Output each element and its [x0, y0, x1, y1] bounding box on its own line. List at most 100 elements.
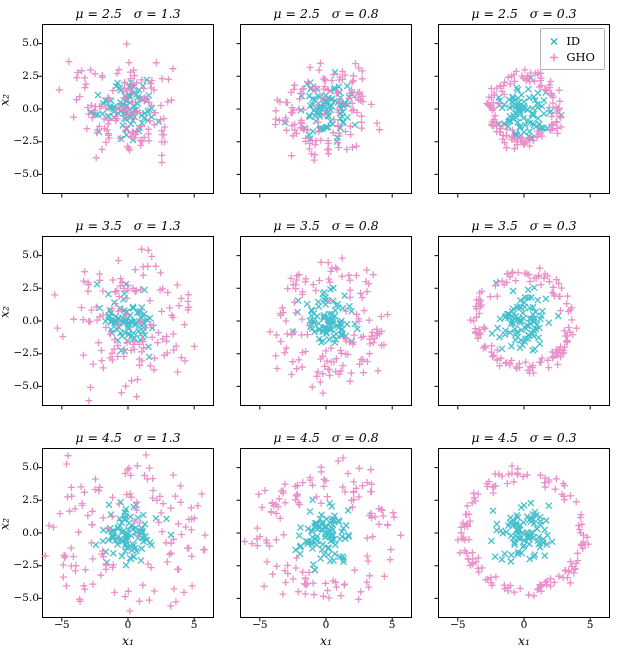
scatter-plot [434, 24, 610, 198]
gho-points [41, 451, 209, 615]
gho-points [483, 66, 565, 153]
subplot-title: μ = 3.5 σ = 1.3 [75, 218, 181, 233]
subplot-r2c2: μ = 3.5 σ = 0.8 [236, 218, 412, 410]
x-tick-labels: −5 0 5 [240, 618, 412, 632]
legend-label-gho: GHO [566, 50, 595, 64]
gho-plus-marker-icon [550, 53, 559, 61]
y-axis-area: x₂ 5.0 2.5 0.0 −2.5 −5.0 [0, 6, 42, 194]
legend-item-id: ID [548, 33, 595, 49]
gho-points [266, 254, 392, 397]
axes-frame [42, 24, 214, 194]
tick-marks [236, 255, 393, 410]
y-tick-label: 5.0 [22, 461, 39, 474]
scatter-plot [38, 24, 214, 198]
tick-marks [38, 255, 195, 410]
y-tick-label: −2.5 [13, 135, 40, 148]
x-axis-label: x₁ [319, 633, 333, 648]
scatter-plot [38, 236, 214, 410]
tick-marks [434, 43, 591, 198]
y-tick-label: 2.5 [22, 69, 39, 82]
scatter-plot [236, 24, 412, 198]
gho-points [271, 59, 383, 164]
x-tick-label: 5 [388, 619, 396, 631]
x-axis-label: x₁ [517, 633, 531, 648]
y-axis-area: x₂ 5.0 2.5 0.0 −2.5 −5.0 [0, 218, 42, 406]
scatter-plot [38, 448, 214, 622]
y-tick-label: −5.0 [13, 591, 40, 604]
subplot-r1c2: μ = 2.5 σ = 0.8 [236, 6, 412, 198]
gho-points [454, 462, 592, 600]
x-tick-label: 5 [586, 619, 594, 631]
gho-points [467, 264, 580, 377]
subplot-title: μ = 4.5 σ = 0.8 [273, 430, 379, 445]
axes-frame [438, 24, 610, 194]
subplot-r3c3: μ = 4.5 σ = 0.3 −5 0 5 x₁ [434, 430, 610, 649]
scatter-plot [434, 448, 610, 622]
gho-points [55, 40, 177, 166]
x-axis-label: x₁ [121, 633, 135, 648]
subplot-title: μ = 2.5 σ = 0.3 [471, 6, 577, 21]
x-tick-label: −5 [450, 619, 466, 631]
y-tick-label: 2.5 [22, 493, 39, 506]
y-tick-label: 2.5 [22, 281, 39, 294]
axes-frame [240, 24, 412, 194]
tick-marks [434, 255, 591, 410]
y-tick-label: −5.0 [13, 167, 40, 180]
tick-marks [38, 467, 195, 622]
x-tick-labels: −5 0 5 [42, 618, 214, 632]
subplot-r3c2: μ = 4.5 σ = 0.8 −5 0 5 x₁ [236, 430, 412, 649]
tick-marks [434, 467, 591, 622]
axes-frame [438, 448, 610, 618]
id-points [289, 284, 361, 347]
id-points [488, 279, 562, 354]
id-points [92, 498, 175, 569]
axes-frame [240, 448, 412, 618]
subplot-title: μ = 3.5 σ = 0.8 [273, 218, 379, 233]
figure-row-2: x₂ 5.0 2.5 0.0 −2.5 −5.0 μ = 3.5 σ = 1.3 μ =… [0, 218, 624, 410]
id-points [495, 74, 565, 142]
x-tick-label: 5 [190, 619, 198, 631]
y-tick-label: −5.0 [13, 379, 40, 392]
id-x-marker-icon [550, 37, 558, 45]
subplot-title: μ = 4.5 σ = 0.3 [471, 430, 577, 445]
axes-frame [240, 236, 412, 406]
scatter-plot [434, 236, 610, 410]
legend: ID GHO [540, 28, 605, 70]
subplot-title: μ = 2.5 σ = 1.3 [75, 6, 181, 21]
legend-item-gho: GHO [548, 49, 595, 65]
figure-row-3: x₂ 5.0 2.5 0.0 −2.5 −5.0 μ = 4.5 σ = 1.3 −5 0… [0, 430, 624, 649]
x-tick-label: 0 [124, 619, 132, 631]
subplot-r3c1: μ = 4.5 σ = 1.3 −5 0 5 x₁ [38, 430, 214, 649]
scatter-plot [236, 236, 412, 410]
axes-frame [42, 448, 214, 618]
id-points [292, 496, 353, 574]
axes-frame [438, 236, 610, 406]
y-tick-label: 0.0 [22, 102, 39, 115]
x-tick-label: 0 [322, 619, 330, 631]
gho-points [241, 454, 405, 603]
subplot-title: μ = 3.5 σ = 0.3 [471, 218, 577, 233]
scatter-plot [236, 448, 412, 622]
x-tick-labels: −5 0 5 [438, 618, 610, 632]
y-tick-label: 0.0 [22, 526, 39, 539]
axes-frame [42, 236, 214, 406]
subplot-r2c3: μ = 3.5 σ = 0.3 [434, 218, 610, 410]
tick-marks [236, 43, 393, 198]
tick-marks [236, 467, 393, 622]
figure-row-1: x₂ 5.0 2.5 0.0 −2.5 −5.0 μ = 2.5 σ = 1.3 μ =… [0, 6, 624, 198]
x-tick-label: −5 [54, 619, 70, 631]
y-axis-area: x₂ 5.0 2.5 0.0 −2.5 −5.0 [0, 430, 42, 618]
legend-label-id: ID [566, 34, 581, 48]
y-tick-label: 5.0 [22, 37, 39, 50]
y-tick-label: 5.0 [22, 249, 39, 262]
y-tick-label: −2.5 [13, 347, 40, 360]
id-points [487, 499, 556, 565]
y-tick-label: 0.0 [22, 314, 39, 327]
gho-points [51, 245, 198, 405]
subplot-r1c3: μ = 2.5 σ = 0.3 ID GHO [434, 6, 610, 198]
subplot-title: μ = 2.5 σ = 0.8 [273, 6, 379, 21]
y-tick-label: −2.5 [13, 559, 40, 572]
subplot-title: μ = 4.5 σ = 1.3 [75, 430, 181, 445]
tick-marks [38, 43, 195, 198]
